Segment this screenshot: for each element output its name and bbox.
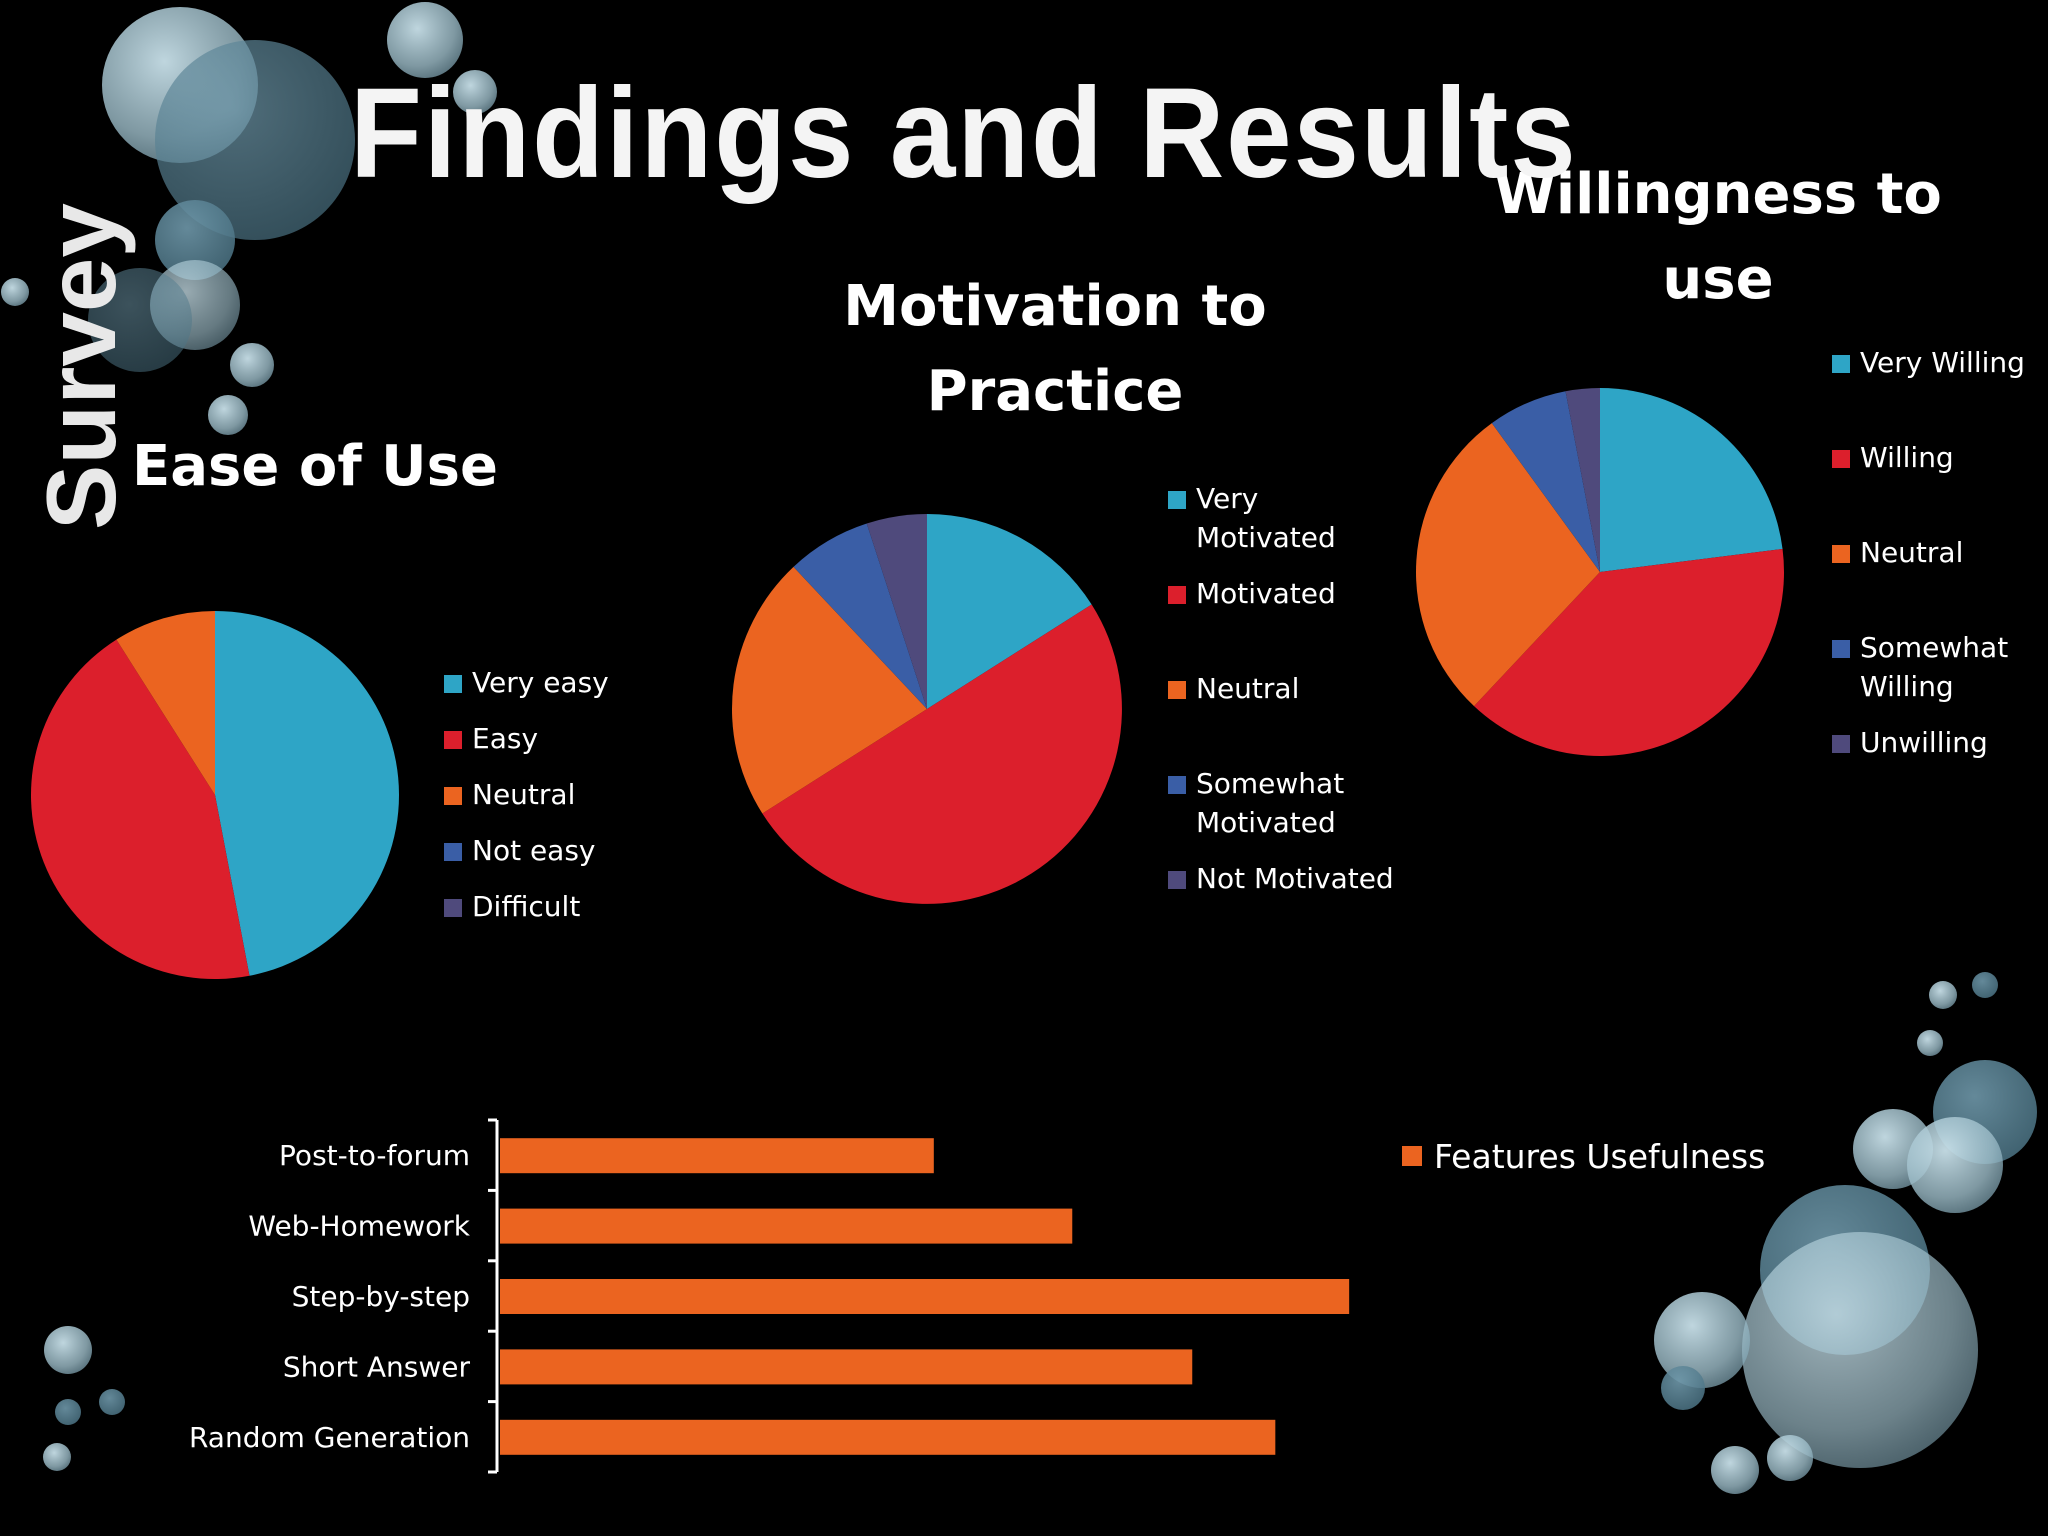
bar-category-label: Step-by-step	[292, 1280, 470, 1313]
legend-label: Neutral	[1196, 672, 1299, 705]
pie-slice-very-motivated	[927, 514, 1092, 709]
bar-step-by-step	[500, 1279, 1350, 1314]
legend-label: Very easy	[472, 666, 609, 699]
pie-slice-neutral	[732, 566, 927, 814]
willingness-pie	[1415, 388, 1784, 756]
slide-title: Findings and Results	[350, 62, 1578, 205]
legend-label: Difficult	[472, 890, 580, 923]
legend-swatch	[444, 675, 462, 693]
pie-slice-somewhat-willing	[1491, 391, 1600, 572]
motivation-chart-title-line1: Motivation to	[843, 274, 1267, 339]
ease-of-use-legend: Very easy Easy Neutral Not easy Difficult	[444, 666, 609, 923]
legend-label: Neutral	[1860, 536, 1963, 569]
pie-slice-not-motivated	[866, 514, 927, 709]
legend-swatch	[1832, 735, 1850, 753]
bar-category-label: Short Answer	[283, 1350, 471, 1383]
legend-swatch	[1832, 640, 1850, 658]
pie-slice-very-willing	[1600, 388, 1783, 572]
legend-label: Motivated	[1196, 806, 1336, 839]
bar-legend-label: Features Usefulness	[1434, 1137, 1765, 1176]
legend-label: Willing	[1860, 441, 1954, 474]
motivation-pie	[732, 514, 1122, 904]
pie-slice-motivated	[762, 604, 1122, 904]
legend-label: Motivated	[1196, 521, 1336, 554]
pie-slice-very-easy	[215, 611, 399, 976]
legend-label: Not Motivated	[1196, 862, 1394, 895]
motivation-chart-title-line2: Practice	[927, 359, 1184, 424]
legend-swatch	[1168, 681, 1186, 699]
willingness-legend: Very Willing Willing Neutral Somewhat Willin…	[1832, 346, 2025, 759]
legend-swatch	[444, 843, 462, 861]
pie-slice-neutral	[116, 611, 215, 795]
legend-swatch	[1168, 871, 1186, 889]
ease-of-use-pie	[30, 611, 399, 979]
motivation-legend: Very Motivated Motivated Neutral Somewhat Mot…	[1168, 482, 1394, 895]
pie-slice-somewhat-motivated	[793, 523, 927, 709]
legend-swatch	[1168, 586, 1186, 604]
decorative-bubbles	[1, 2, 2037, 1494]
legend-label: Not easy	[472, 834, 596, 867]
legend-label: Somewhat	[1860, 631, 2008, 664]
bar-web-homework	[500, 1208, 1073, 1244]
pie-slice-willing	[1474, 548, 1784, 756]
pie-slice-unwilling	[1565, 388, 1600, 572]
bar-short-answer	[500, 1349, 1193, 1385]
bar-category-label: Random Generation	[189, 1421, 470, 1454]
legend-swatch	[1832, 355, 1850, 373]
legend-label: Easy	[472, 722, 538, 755]
bar-category-label: Post-to-forum	[279, 1139, 470, 1172]
legend-swatch	[1832, 450, 1850, 468]
legend-label: Neutral	[472, 778, 575, 811]
bar-legend-swatch	[1402, 1146, 1422, 1166]
features-bar-chart: Post-to-forum Web-Homework Step-by-step Sho…	[189, 1118, 1765, 1474]
legend-swatch	[1832, 545, 1850, 563]
legend-swatch	[444, 731, 462, 749]
bar-random-generation	[500, 1419, 1276, 1455]
willingness-chart-title-line1: Willingness to	[1494, 162, 1942, 227]
legend-swatch	[1168, 776, 1186, 794]
legend-label: Very	[1196, 482, 1258, 515]
legend-label: Unwilling	[1860, 726, 1988, 759]
legend-swatch	[444, 899, 462, 917]
legend-label: Motivated	[1196, 577, 1336, 610]
legend-label: Very Willing	[1860, 346, 2025, 379]
pie-slice-neutral	[1415, 423, 1600, 707]
legend-label: Willing	[1860, 670, 1954, 703]
willingness-chart-title-line2: use	[1662, 247, 1773, 312]
legend-swatch	[1168, 491, 1186, 509]
legend-label: Somewhat	[1196, 767, 1344, 800]
survey-side-label: Survey	[26, 203, 136, 530]
bar-post-to-forum	[500, 1138, 934, 1174]
pie-slice-easy	[30, 639, 250, 979]
ease-chart-title: Ease of Use	[132, 434, 498, 499]
bar-category-label: Web-Homework	[248, 1210, 470, 1243]
legend-swatch	[444, 787, 462, 805]
